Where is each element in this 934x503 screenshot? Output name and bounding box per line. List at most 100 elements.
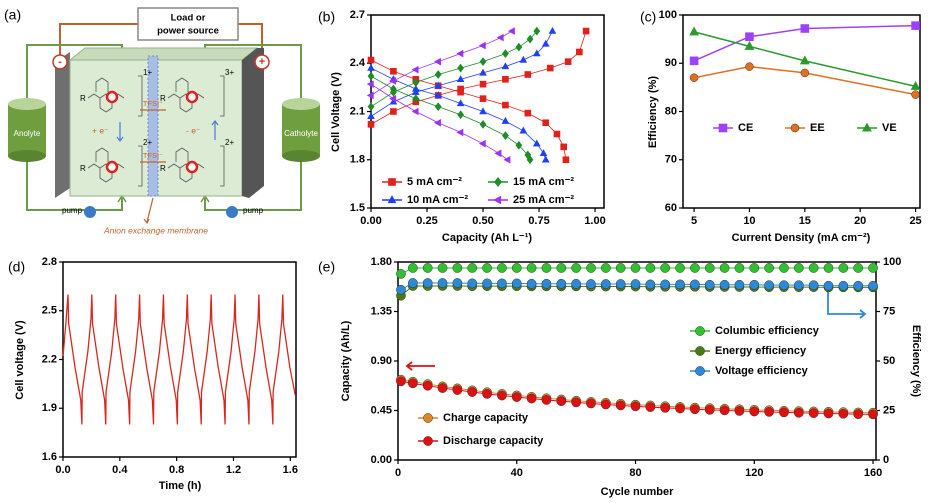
legend-label: Columbic efficiency: [715, 325, 820, 337]
marker: [407, 263, 418, 273]
marker: [482, 278, 492, 289]
marker: [800, 24, 810, 33]
marker: [645, 402, 656, 412]
marker: [808, 263, 819, 273]
terminal: [52, 54, 68, 70]
y2-tick-label: 50: [883, 355, 895, 367]
marker: [541, 155, 550, 163]
series-line: [693, 65, 916, 96]
marker: [479, 68, 487, 76]
legend-marker: [423, 413, 433, 423]
series-line: [62, 294, 296, 425]
marker: [478, 139, 486, 148]
axis-pointer: [405, 361, 435, 371]
marker: [734, 279, 745, 290]
charge: 1+: [143, 68, 152, 77]
y-tick-label: 1.35: [371, 305, 392, 317]
marker: [422, 380, 433, 391]
marker: [524, 109, 532, 117]
tank-top: [282, 98, 320, 110]
marker: [503, 155, 511, 164]
marker: [367, 112, 375, 120]
marker: [586, 263, 596, 273]
marker: [396, 284, 406, 295]
marker: [600, 263, 611, 273]
marker: [479, 80, 487, 88]
marker: [719, 263, 730, 273]
membrane: [147, 55, 159, 197]
marker: [675, 279, 685, 290]
x-axis-title: Time (h): [159, 480, 202, 492]
x-tick-label: 0.25: [416, 215, 437, 227]
marker: [502, 101, 509, 109]
y-tick-label: 2.5: [42, 305, 57, 317]
marker: [457, 110, 464, 120]
marker: [868, 409, 878, 420]
marker: [411, 107, 419, 116]
legend-label: VE: [882, 122, 897, 134]
marker: [526, 263, 537, 273]
membrane-label: Anion exchange membrane: [103, 225, 208, 235]
marker: [911, 90, 920, 99]
y-axis-title: Cell Voltage (V): [330, 72, 342, 152]
marker: [479, 119, 487, 129]
y-tick-label: 70: [665, 154, 677, 166]
marker: [645, 279, 656, 290]
marker: [434, 81, 443, 89]
marker: [407, 278, 418, 288]
marker: [502, 131, 509, 141]
y-tick-label: 2.7: [350, 9, 365, 21]
y-tick-label: 1.5: [350, 202, 365, 214]
marker: [868, 280, 878, 291]
legend-marker: [493, 195, 502, 205]
marker: [494, 149, 502, 158]
load-label: Load or: [171, 13, 206, 24]
y-axis-title: Capacity (Ah/L): [340, 320, 352, 401]
y-tick-label: 2.4: [350, 57, 366, 69]
x-tick-label: 160: [864, 467, 882, 479]
x-axis-title: Current Density (mA cm⁻²): [732, 232, 871, 244]
tank-label: Anolyte: [14, 129, 41, 138]
pump: [84, 206, 96, 218]
marker: [800, 68, 810, 78]
marker: [808, 408, 819, 418]
marker: [437, 383, 448, 393]
marker: [793, 280, 804, 291]
marker: [745, 32, 754, 42]
x-axis-title: Capacity (Ah L⁻¹): [442, 232, 532, 244]
legend-marker: [862, 122, 872, 132]
marker: [433, 57, 441, 66]
marker: [422, 278, 433, 288]
marker: [571, 278, 581, 289]
series-line: [370, 30, 513, 96]
marker: [690, 404, 700, 415]
legend-marker: [695, 366, 705, 376]
legend-label: 15 mA cm⁻²: [513, 176, 574, 188]
marker: [719, 405, 730, 416]
anion-label: TFSI⁻: [143, 151, 163, 160]
marker: [600, 399, 611, 410]
marker: [482, 389, 492, 399]
y-tick-label: 100: [659, 9, 677, 21]
x-tick-label: 20: [854, 215, 866, 227]
legend-marker: [494, 176, 502, 188]
panel-label: (c): [640, 9, 656, 25]
marker: [868, 263, 878, 273]
legend-label: Voltage efficiency: [715, 365, 809, 377]
marker: [452, 263, 463, 273]
y-tick-label: 1.9: [42, 402, 57, 414]
marker: [553, 130, 561, 138]
x-tick-label: 25: [909, 215, 921, 227]
marker: [660, 263, 671, 273]
marker: [507, 27, 515, 35]
marker: [571, 263, 581, 273]
x-tick-label: 10: [743, 215, 755, 227]
panel-label: (a): [4, 7, 21, 23]
marker: [502, 49, 509, 58]
marker: [434, 102, 442, 112]
marker: [497, 278, 507, 289]
marker: [660, 403, 671, 413]
x-tick-label: 0.50: [472, 215, 493, 227]
legend-label: Energy efficiency: [715, 345, 807, 357]
